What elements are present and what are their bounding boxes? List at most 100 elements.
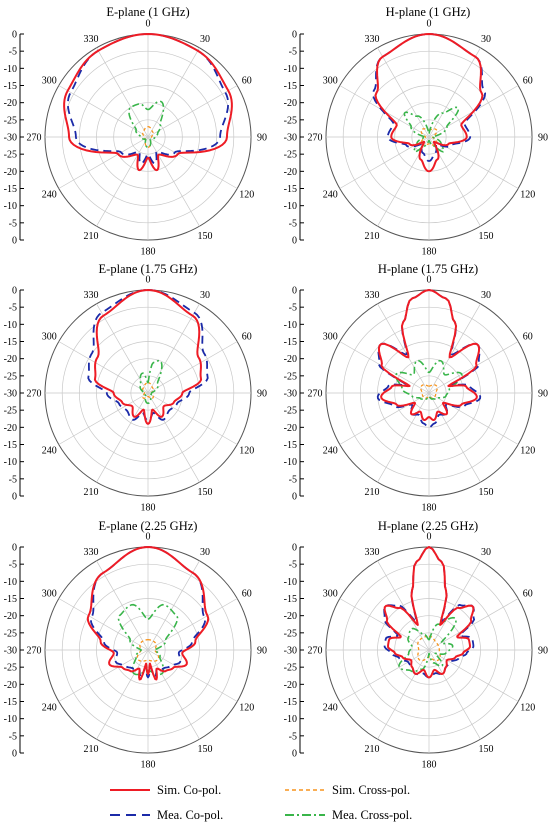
series-mea-cross-line	[117, 603, 179, 676]
grid-spoke	[147, 47, 200, 138]
grid-spoke	[377, 303, 430, 394]
angle-label: 300	[323, 589, 338, 600]
angle-label: 0	[427, 19, 432, 30]
series-mea-co-line	[371, 33, 487, 162]
grid-spoke	[96, 649, 149, 740]
angle-label: 30	[481, 290, 491, 301]
series-mea-cross-line	[395, 359, 463, 400]
radial-tick-label: -5	[289, 731, 297, 742]
panel-title: H-plane (1 GHz)	[386, 5, 471, 19]
series-sim-cross-line	[420, 128, 438, 146]
radial-tick-label: 0	[12, 492, 17, 503]
radial-tick-label: 0	[12, 749, 17, 760]
panel-h-plane-1-75ghz: H-plane (1.75 GHz) 0 30 60 90 120 150 180 210 24…	[284, 262, 548, 514]
radial-tick-label: -10	[4, 320, 17, 331]
grid-spoke	[147, 136, 200, 227]
radial-tick-label: -20	[4, 98, 17, 109]
radial-tick-label: -20	[284, 167, 297, 178]
panel-e-plane-1-75ghz: E-plane (1.75 GHz) 0 30 60 90 120 150 180 210 24…	[4, 262, 267, 514]
radial-tick-label: -15	[4, 184, 17, 195]
grid-spoke	[147, 392, 200, 483]
radial-tick-label: -5	[9, 218, 17, 229]
angle-label: 300	[323, 332, 338, 343]
angle-label: 180	[422, 503, 437, 514]
radial-tick-label: -10	[4, 714, 17, 725]
radial-tick-label: -20	[4, 611, 17, 622]
angle-label: 150	[198, 744, 213, 755]
panel-title: E-plane (2.25 GHz)	[99, 519, 198, 533]
angle-label: 30	[200, 547, 210, 558]
grid-spoke	[96, 303, 149, 394]
grid-spoke	[377, 392, 430, 483]
legend-item-mea-cross: Mea. Cross-pol.	[285, 808, 412, 822]
radial-tick-label: -20	[284, 423, 297, 434]
radial-tick-label: -15	[284, 184, 297, 195]
radial-tick-label: -25	[284, 371, 297, 382]
grid-spoke	[96, 392, 149, 483]
angle-label: 150	[479, 487, 494, 498]
legend: Sim. Co-pol. Sim. Cross-pol. Mea. Co-pol…	[110, 783, 412, 822]
series-sim-cross-line	[142, 382, 154, 399]
radial-tick-label: -10	[4, 201, 17, 212]
panel-e-plane-1ghz: E-plane (1 GHz) 0 30 60 90 120 150 180 210 240 27…	[4, 5, 267, 258]
grid-spoke	[428, 598, 519, 651]
radial-tick-label: -5	[9, 560, 17, 571]
angle-label: 240	[42, 446, 57, 457]
legend-label-mea-co: Mea. Co-pol.	[157, 808, 223, 822]
radial-tick-label: -30	[4, 389, 17, 400]
angle-label: 150	[198, 487, 213, 498]
legend-item-sim-cross: Sim. Cross-pol.	[285, 783, 410, 797]
radial-tick-label: -5	[289, 474, 297, 485]
grid-spoke	[58, 341, 149, 394]
panel-h-plane-1ghz: H-plane (1 GHz) 0 30 60 90 120 150 180 210 240 27…	[284, 5, 548, 258]
legend-label-sim-co: Sim. Co-pol.	[157, 783, 221, 797]
series-mea-cross-line	[398, 616, 457, 673]
radial-tick-label: -15	[284, 81, 297, 92]
radial-tick-label: -15	[4, 594, 17, 605]
radial-tick-label: -15	[4, 337, 17, 348]
grid-spoke	[428, 303, 481, 394]
radial-tick-label: -25	[4, 406, 17, 417]
series-mea-cross-line	[128, 100, 165, 149]
grid-spoke	[377, 560, 430, 651]
grid-spoke	[147, 560, 200, 651]
radial-tick-label: 0	[12, 30, 17, 41]
angle-label: 270	[27, 389, 42, 400]
radial-tick-label: -5	[289, 303, 297, 314]
legend-item-mea-co: Mea. Co-pol.	[110, 808, 223, 822]
grid-spoke	[58, 392, 149, 445]
angle-label: 300	[42, 332, 57, 343]
radial-tick-label: -10	[4, 64, 17, 75]
grid-spoke	[339, 598, 430, 651]
radial-tick-label: -30	[4, 133, 17, 144]
angle-label: 240	[323, 190, 338, 201]
grid-spoke	[96, 560, 149, 651]
angle-label: 210	[365, 487, 380, 498]
grid-spoke	[428, 341, 519, 394]
angle-label: 30	[481, 547, 491, 558]
radial-tick-label: 0	[292, 492, 297, 503]
angle-label: 120	[520, 703, 535, 714]
grid-spoke	[147, 392, 238, 445]
grid-spoke	[339, 649, 430, 702]
radial-tick-label: -5	[9, 731, 17, 742]
radial-tick-label: -5	[9, 303, 17, 314]
radial-tick-label: -15	[4, 81, 17, 92]
angle-label: 60	[523, 589, 533, 600]
radial-tick-label: -20	[4, 167, 17, 178]
grid-spoke	[339, 341, 430, 394]
radial-tick-label: -25	[4, 150, 17, 161]
radial-tick-label: -20	[4, 680, 17, 691]
angle-label: 120	[520, 190, 535, 201]
angle-label: 300	[323, 76, 338, 87]
series-mea-cross-line	[139, 359, 163, 405]
angle-label: 240	[42, 703, 57, 714]
angle-label: 270	[308, 646, 323, 657]
radial-tick-label: -10	[284, 577, 297, 588]
angle-label: 0	[146, 275, 151, 286]
angle-label: 300	[42, 589, 57, 600]
panel-h-plane-2-25ghz: H-plane (2.25 GHz) 0 30 60 90 120 150 180 210 24…	[284, 519, 548, 771]
series-sim-co-line	[374, 33, 484, 173]
radial-tick-label: -20	[4, 423, 17, 434]
